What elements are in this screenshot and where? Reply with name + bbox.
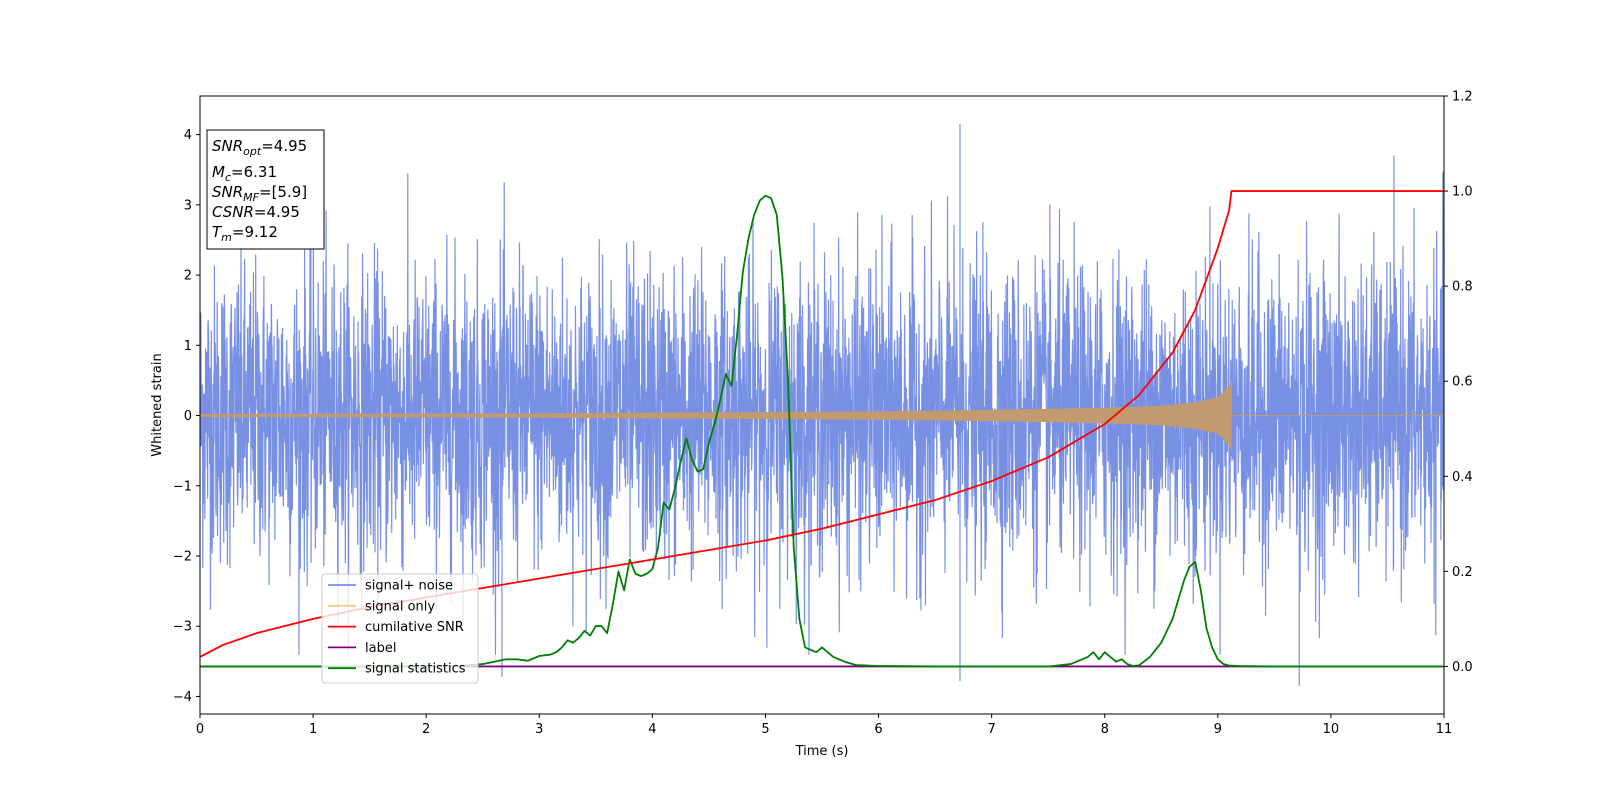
y-axis-right: 0.0 0.2 0.4 0.6 0.8 1.0 1.2 — [1444, 90, 1473, 675]
y-left-tick-label: 0 — [184, 409, 192, 424]
x-tick-label: 0 — [196, 722, 204, 737]
y-right-tick-label: 0.0 — [1452, 660, 1473, 675]
x-tick-label: 11 — [1436, 722, 1453, 737]
signal-statistics-line — [200, 194, 1444, 668]
y-right-tick-label: 0.4 — [1452, 470, 1473, 485]
y-left-tick-label: −3 — [173, 620, 192, 635]
y-left-tick-label: −2 — [173, 549, 192, 564]
x-tick-label: 9 — [1214, 722, 1222, 737]
info-snr-mf: SNRMF=[5.9] — [212, 183, 307, 204]
y-left-tick-label: 1 — [184, 339, 192, 354]
signal-noise-series — [200, 124, 1444, 686]
x-tick-label: 8 — [1101, 722, 1109, 737]
x-tick-label: 5 — [761, 722, 769, 737]
signal-only-line — [200, 380, 1444, 450]
y-left-tick-label: 3 — [184, 198, 192, 213]
x-tick-label: 2 — [422, 722, 430, 737]
y-left-tick-label: −1 — [173, 479, 192, 494]
info-box: SNRopt=4.95 Mc=6.31 SNRMF=[5.9] CSNR=4.9… — [206, 129, 325, 250]
signal-only-series — [200, 380, 1444, 450]
y-axis-label: Whitened strain — [150, 353, 165, 456]
info-csnr: CSNR=4.95 — [212, 203, 300, 221]
y-left-tick-label: −4 — [173, 690, 192, 705]
y-right-tick-label: 0.8 — [1452, 280, 1473, 295]
y-left-tick-label: 2 — [184, 269, 192, 284]
legend-label: signal only — [365, 599, 435, 614]
info-mc: Mc=6.31 — [212, 163, 277, 184]
y-right-tick-label: 1.0 — [1452, 185, 1473, 200]
y-right-tick-label: 0.6 — [1452, 375, 1473, 390]
legend: signal+ noise signal only cumilative SNR la… — [321, 573, 479, 684]
signal-noise-line — [200, 124, 1444, 686]
info-tm: Tm=9.12 — [212, 223, 278, 244]
legend-label: signal+ noise — [365, 579, 453, 594]
y-right-tick-label: 1.2 — [1452, 90, 1473, 105]
x-axis-label: Time (s) — [795, 744, 849, 759]
x-tick-label: 3 — [535, 722, 543, 737]
x-tick-label: 4 — [648, 722, 656, 737]
y-left-tick-label: 4 — [184, 128, 192, 143]
y-axis-left: −4 −3 −2 −1 0 1 2 3 4 — [173, 128, 200, 705]
x-tick-label: 7 — [987, 722, 995, 737]
legend-label: signal statistics — [365, 662, 466, 677]
x-tick-label: 1 — [309, 722, 317, 737]
legend-label: label — [365, 641, 396, 656]
plot-frame — [199, 95, 1445, 715]
info-snr-opt: SNRopt=4.95 — [212, 137, 307, 158]
legend-label: cumilative SNR — [365, 620, 464, 635]
y-right-tick-label: 0.2 — [1452, 565, 1473, 580]
x-tick-label: 10 — [1323, 722, 1340, 737]
x-axis: 0 1 2 3 4 5 6 7 8 9 10 11 — [196, 714, 1452, 737]
x-tick-label: 6 — [874, 722, 882, 737]
legend-frame — [321, 573, 479, 684]
